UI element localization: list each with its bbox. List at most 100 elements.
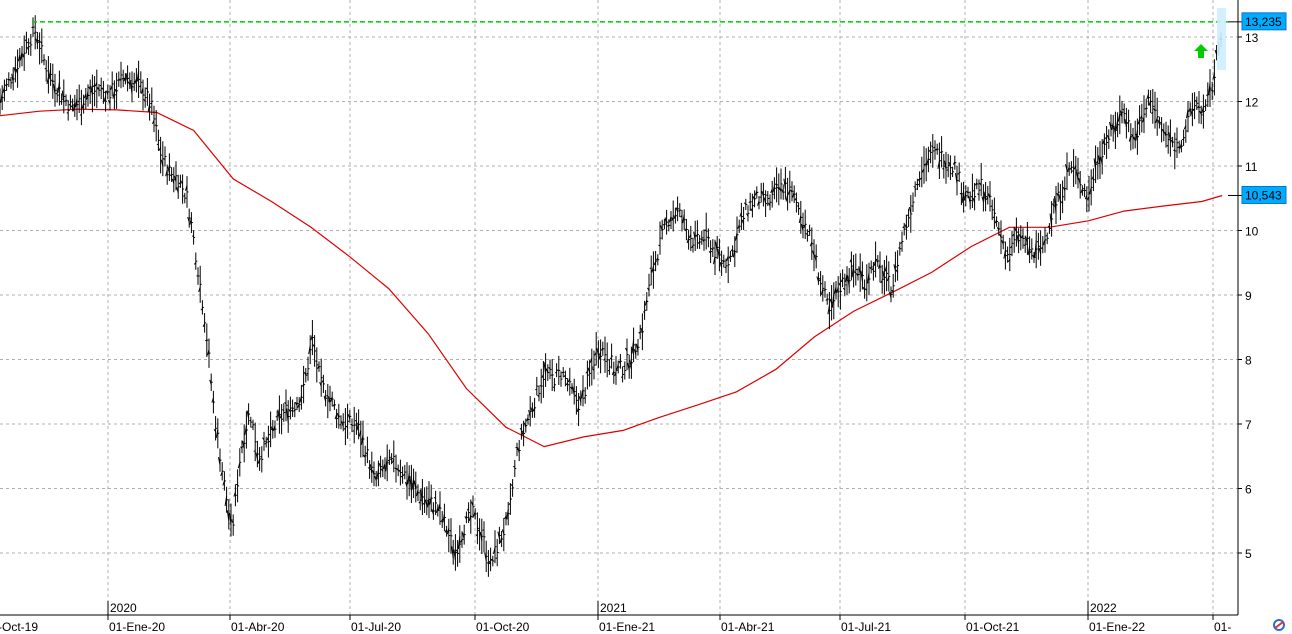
- price-bar: [213, 416, 218, 441]
- price-bar: [372, 461, 376, 487]
- price-bar: [931, 134, 935, 168]
- price-bar: [713, 239, 717, 276]
- price-bar: [535, 376, 539, 396]
- price-bar: [902, 222, 906, 236]
- price-bar: [605, 342, 609, 378]
- price-bar: [627, 354, 631, 379]
- price-bar: [39, 28, 44, 64]
- price-bar: [1095, 147, 1100, 180]
- price-bar: [295, 396, 299, 411]
- price-bar: [662, 218, 666, 230]
- price-bar: [1060, 180, 1065, 214]
- price-bar: [50, 63, 55, 99]
- price-bar: [1045, 232, 1049, 245]
- price-bar: [1089, 169, 1093, 206]
- price-bar: [983, 181, 988, 212]
- price-bar: [185, 176, 189, 208]
- price-bar: [297, 397, 301, 413]
- price-bar: [1093, 145, 1098, 184]
- price-bar: [898, 241, 902, 256]
- price-bar: [242, 424, 246, 463]
- price-bar: [721, 254, 726, 268]
- price-bar: [1210, 81, 1214, 101]
- price-bar: [968, 191, 972, 210]
- x-tick-label: 01-Abr-21: [721, 620, 775, 634]
- price-bar: [1188, 102, 1192, 117]
- price-bar: [328, 385, 332, 412]
- price-bar: [691, 237, 695, 253]
- price-bar: [475, 512, 479, 545]
- price-bar: [229, 503, 233, 537]
- sma-line: [0, 108, 1223, 448]
- price-bar: [730, 245, 735, 257]
- price-bar: [957, 162, 961, 182]
- price-bar: [15, 49, 20, 88]
- price-bar: [1001, 234, 1005, 250]
- price-bar: [1041, 236, 1045, 254]
- price-bar: [772, 177, 776, 200]
- price-bar: [1076, 157, 1080, 189]
- price-bar: [1056, 182, 1060, 202]
- price-bar: [1175, 127, 1179, 159]
- price-bar: [893, 251, 897, 283]
- price-bar: [317, 361, 321, 372]
- price-bar: [990, 199, 994, 221]
- price-bar: [567, 367, 572, 396]
- price-bar: [266, 425, 270, 458]
- price-bar: [1194, 96, 1199, 111]
- y-tick-label: 7: [1245, 418, 1252, 432]
- price-bar: [196, 267, 200, 285]
- price-bar: [249, 416, 253, 428]
- price-bar: [101, 80, 105, 104]
- price-bar: [167, 153, 171, 182]
- price-bar: [117, 71, 121, 87]
- price-bar: [141, 79, 145, 111]
- y-tick-label: 12: [1245, 96, 1259, 110]
- price-bar: [462, 524, 466, 545]
- price-bar: [812, 239, 816, 272]
- price-bar: [1166, 125, 1170, 154]
- price-bar: [165, 164, 169, 185]
- price-bar: [361, 420, 365, 458]
- price-bar: [904, 214, 908, 240]
- price-bar: [792, 185, 796, 203]
- price-bar: [429, 484, 433, 512]
- price-bar: [468, 499, 473, 534]
- price-bar: [356, 409, 361, 440]
- price-bar: [1084, 186, 1089, 213]
- year-label: 2021: [600, 601, 627, 615]
- price-bar: [246, 403, 251, 425]
- price-bar: [807, 224, 812, 236]
- price-bar: [508, 483, 512, 515]
- price-bar: [603, 336, 607, 373]
- price-bar: [1186, 101, 1190, 133]
- price-bar: [1208, 69, 1212, 108]
- price-bar: [895, 250, 900, 281]
- price-bar: [900, 231, 904, 252]
- price-bar: [741, 206, 746, 231]
- price-bar: [422, 487, 427, 513]
- price-bar: [1078, 171, 1082, 199]
- price-bar: [464, 511, 468, 524]
- price-bar: [889, 286, 893, 303]
- y-tick-label: 5: [1245, 547, 1252, 561]
- price-bar: [183, 192, 187, 204]
- price-bar: [138, 71, 143, 94]
- price-bar: [369, 451, 374, 483]
- price-bar: [726, 246, 730, 284]
- price-bar: [669, 211, 673, 230]
- y-tick-label: 10: [1245, 225, 1259, 239]
- x-tick-label: 01-Ene-21: [599, 620, 655, 634]
- price-bar: [29, 33, 33, 56]
- price-bar: [770, 180, 774, 208]
- price-bar: [974, 178, 979, 190]
- price-bar: [583, 387, 587, 404]
- price-bar: [598, 339, 603, 374]
- price-bar: [42, 54, 46, 66]
- price-bar: [1007, 237, 1012, 272]
- price-bar: [1150, 88, 1155, 124]
- price-badge-label: 10,543: [1245, 188, 1282, 202]
- price-bar: [37, 32, 42, 65]
- price-bar: [629, 346, 633, 379]
- price-bar: [651, 251, 655, 289]
